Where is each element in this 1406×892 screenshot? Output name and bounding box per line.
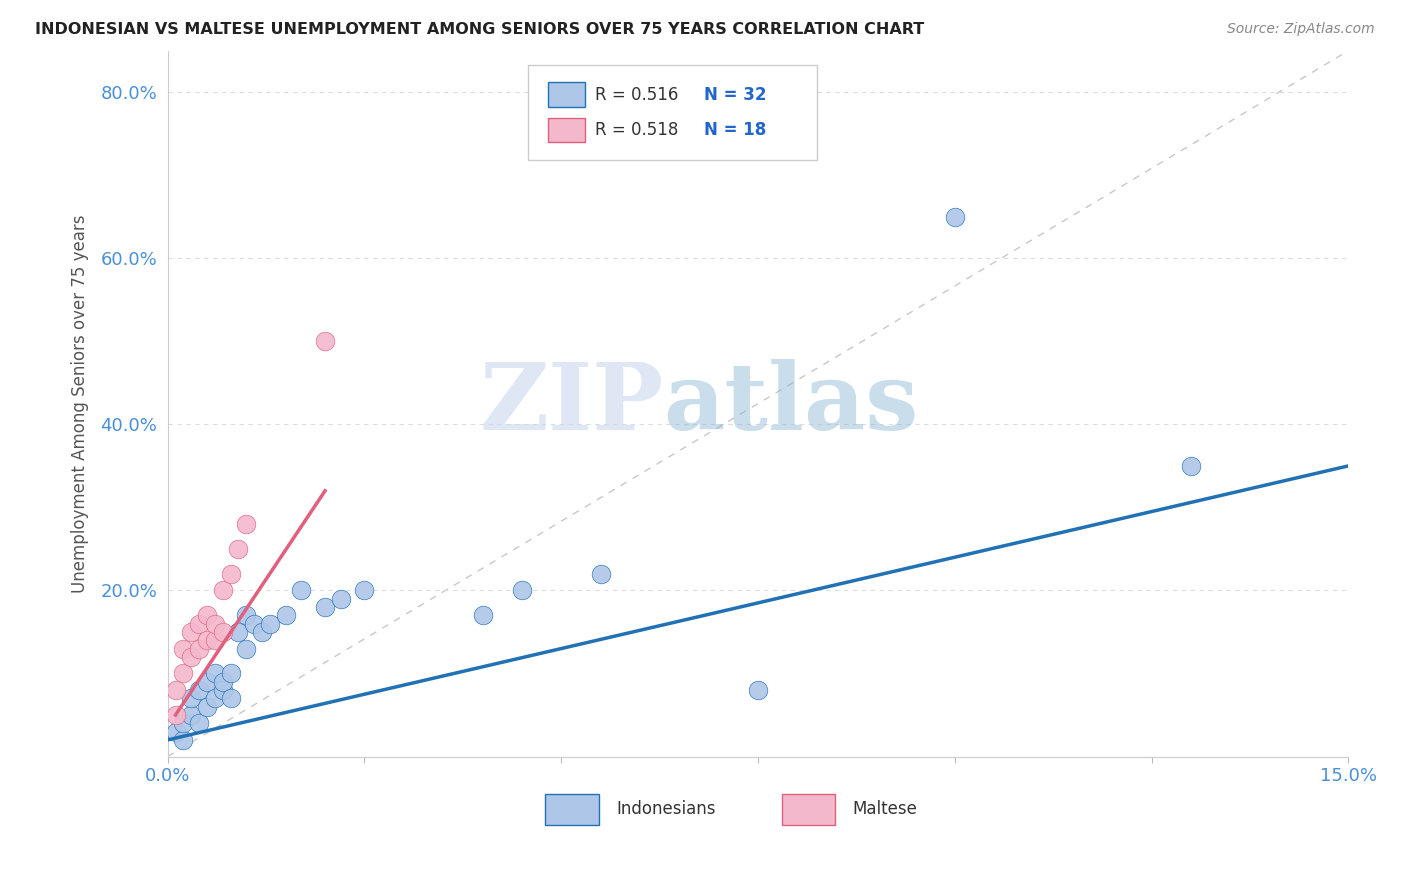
Bar [547, 118, 585, 143]
Point [353, 583, 375, 598]
Point [195, 674, 218, 689]
Point [259, 616, 281, 631]
Text: N = 32: N = 32 [704, 86, 766, 103]
Text: Source: ZipAtlas.com: Source: ZipAtlas.com [1227, 22, 1375, 37]
Point [204, 691, 226, 706]
Point [204, 666, 226, 681]
Point [510, 583, 533, 598]
Bar [547, 82, 585, 107]
Point [180, 708, 202, 723]
Point [211, 583, 233, 598]
Point [165, 683, 187, 698]
Point [314, 600, 336, 615]
Point [188, 641, 211, 656]
Text: R = 0.516: R = 0.516 [595, 86, 679, 103]
Text: INDONESIAN VS MALTESE UNEMPLOYMENT AMONG SENIORS OVER 75 YEARS CORRELATION CHART: INDONESIAN VS MALTESE UNEMPLOYMENT AMONG… [35, 22, 924, 37]
Point [329, 591, 352, 606]
Point [235, 608, 257, 623]
Point [204, 633, 226, 648]
Point [211, 674, 233, 689]
Point [211, 624, 233, 639]
Point [235, 516, 257, 531]
Y-axis label: Unemployment Among Seniors over 75 years: Unemployment Among Seniors over 75 years [72, 214, 89, 593]
Bar [546, 794, 599, 825]
Text: atlas: atlas [664, 359, 920, 449]
Point [747, 683, 769, 698]
Point [180, 691, 202, 706]
Point [471, 608, 494, 623]
Point [943, 210, 966, 224]
Point [195, 699, 218, 714]
Bar [782, 794, 835, 825]
Point [195, 633, 218, 648]
Point [290, 583, 312, 598]
Point [195, 608, 218, 623]
Point [172, 716, 194, 731]
Point [219, 566, 242, 581]
Text: N = 18: N = 18 [704, 121, 766, 139]
Text: Indonesians: Indonesians [616, 800, 716, 819]
Point [172, 641, 194, 656]
Point [172, 666, 194, 681]
Text: R = 0.518: R = 0.518 [595, 121, 679, 139]
Point [589, 566, 612, 581]
Text: ZIP: ZIP [479, 359, 664, 449]
Point [243, 616, 266, 631]
Point [165, 724, 187, 739]
Point [219, 691, 242, 706]
Point [314, 334, 336, 349]
Point [180, 649, 202, 664]
Point [165, 708, 187, 723]
Point [274, 608, 297, 623]
Point [188, 716, 211, 731]
Point [228, 624, 250, 639]
Point [219, 666, 242, 681]
Point [250, 624, 273, 639]
Point [1180, 458, 1202, 473]
Point [188, 683, 211, 698]
Point [172, 732, 194, 747]
Text: Maltese: Maltese [852, 800, 917, 819]
Point [228, 541, 250, 556]
Point [204, 616, 226, 631]
Point [211, 683, 233, 698]
Point [180, 624, 202, 639]
FancyBboxPatch shape [527, 65, 817, 160]
Point [235, 641, 257, 656]
Point [188, 616, 211, 631]
